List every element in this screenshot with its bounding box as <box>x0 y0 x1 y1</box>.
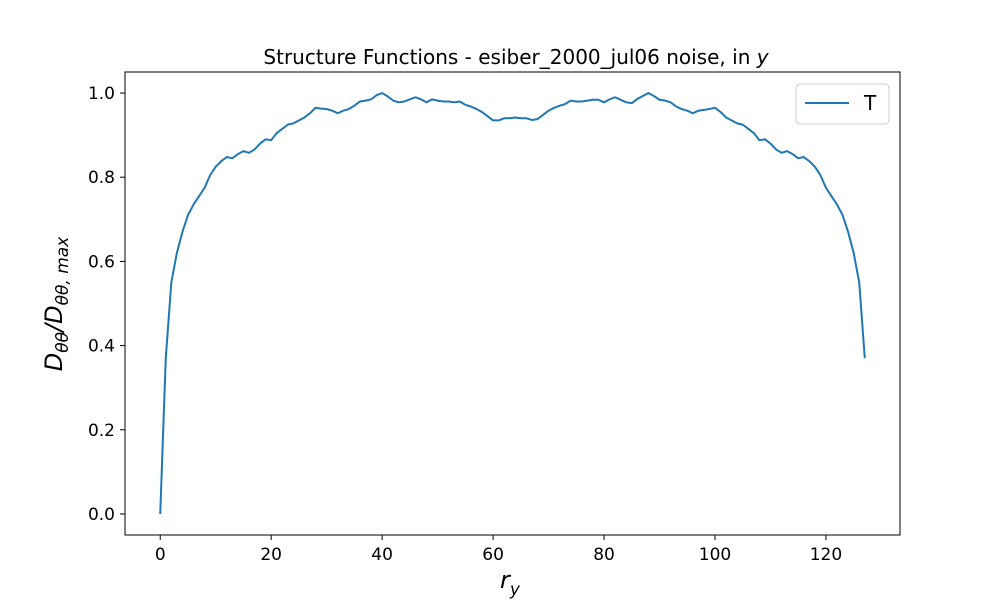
legend-label-t: T <box>863 91 877 115</box>
y-tick-label: 0.6 <box>88 252 115 272</box>
legend: T <box>795 83 890 125</box>
y-axis-label-sub2: θθ, max <box>53 236 73 306</box>
x-axis-label-sub: y <box>509 580 521 600</box>
x-axis-label-base: r <box>500 566 512 594</box>
y-axis-label: Dθθ/Dθθ, max <box>40 236 73 371</box>
y-tick-label: 0.4 <box>88 337 115 357</box>
x-tick-label: 0 <box>155 545 166 565</box>
y-tick-label: 1.0 <box>88 84 115 104</box>
x-tick-label: 120 <box>810 545 842 565</box>
y-axis-ticks: 0.0 0.2 0.4 0.6 0.8 1.0 <box>88 84 125 525</box>
plot-area <box>124 71 901 536</box>
series-line-t <box>159 92 866 514</box>
chart-title-main: Structure Functions - esiber_2000_jul06 … <box>263 45 756 69</box>
x-tick-label: 100 <box>699 545 731 565</box>
x-tick-label: 80 <box>593 545 615 565</box>
y-tick-label: 0.2 <box>88 421 115 441</box>
x-tick-label: 20 <box>260 545 282 565</box>
chart-title-var: y <box>756 45 770 69</box>
x-tick-label: 40 <box>371 545 393 565</box>
x-tick-label: 60 <box>482 545 504 565</box>
y-axis-label-mid: /D <box>40 305 68 334</box>
y-tick-label: 0.0 <box>88 505 115 525</box>
y-axis-label-sub1: θθ <box>53 331 73 352</box>
x-axis-label: ry <box>500 566 521 600</box>
y-axis-label-base: D <box>40 353 68 371</box>
chart-title: Structure Functions - esiber_2000_jul06 … <box>263 45 769 69</box>
y-tick-label: 0.8 <box>88 168 115 188</box>
x-axis-ticks: 0 20 40 60 80 100 120 <box>155 535 842 565</box>
